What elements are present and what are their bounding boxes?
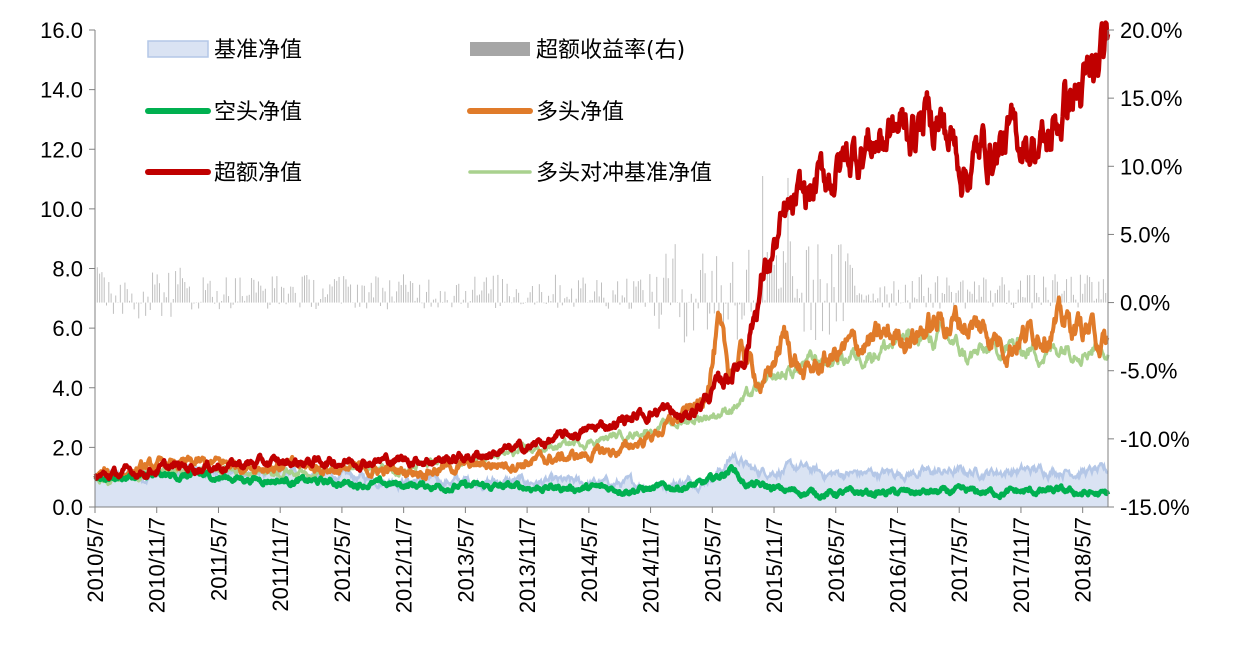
y-right-tick-label: -10.0% <box>1120 427 1190 452</box>
y-left-tick-label: 0.0 <box>52 495 83 520</box>
x-tick-label: 2012/11/7 <box>392 517 417 613</box>
y-right-tick-label: 15.0% <box>1120 86 1182 111</box>
x-tick-label: 2017/5/7 <box>947 517 972 603</box>
y-right-tick-label: 0.0% <box>1120 291 1170 316</box>
excess-line <box>93 20 1111 482</box>
x-tick-label: 2010/5/7 <box>83 517 108 603</box>
excess-return-bars <box>94 176 1109 343</box>
series-lines <box>93 20 1111 501</box>
y-left-tick-label: 14.0 <box>40 78 83 103</box>
x-tick-label: 2014/11/7 <box>639 517 664 613</box>
legend-label-long: 多头净值 <box>536 100 624 125</box>
x-tick-label: 2013/5/7 <box>453 517 478 603</box>
short-line <box>93 463 1111 501</box>
x-tick-label: 2018/5/7 <box>1071 517 1096 603</box>
legend-label-benchmark: 基准净值 <box>214 38 302 63</box>
x-tick-label: 2016/5/7 <box>824 517 849 603</box>
x-tick-label: 2017/11/7 <box>1009 517 1034 613</box>
x-tick-label: 2014/5/7 <box>577 517 602 603</box>
y-left-tick-label: 8.0 <box>52 257 83 282</box>
y-left-tick-label: 10.0 <box>40 197 83 222</box>
y-left-tick-label: 2.0 <box>52 435 83 460</box>
y-left-tick-label: 12.0 <box>40 137 83 162</box>
legend-label-long_hedged: 多头对冲基准净值 <box>536 161 712 186</box>
x-tick-label: 2012/5/7 <box>330 517 355 603</box>
y-left-tick-label: 4.0 <box>52 376 83 401</box>
y-right-tick-label: 5.0% <box>1120 222 1170 247</box>
legend-swatch-benchmark <box>147 40 209 58</box>
legend-label-excess_return: 超额收益率(右) <box>536 38 685 63</box>
y-right-tick-label: 10.0% <box>1120 154 1182 179</box>
x-tick-label: 2016/11/7 <box>885 517 910 613</box>
legend-label-short: 空头净值 <box>214 100 302 125</box>
y-right-tick-label: -5.0% <box>1120 359 1177 384</box>
y-right-tick-label: -15.0% <box>1120 495 1190 520</box>
legend-swatch-excess_return <box>470 42 530 56</box>
legend-label-excess: 超额净值 <box>214 161 302 186</box>
x-tick-label: 2011/5/7 <box>206 517 231 601</box>
benchmark-line <box>93 450 1109 495</box>
y-left-tick-label: 16.0 <box>40 18 83 43</box>
y-right-tick-label: 20.0% <box>1120 18 1182 43</box>
y-left-tick-label: 6.0 <box>52 316 83 341</box>
axes: 0.0 2.0 4.0 6.0 8.0 10.0 12.0 14.0 16.0 -15.0% -10… <box>40 18 1190 613</box>
long-line <box>93 295 1110 482</box>
x-tick-label: 2013/11/7 <box>515 517 540 613</box>
x-tick-label: 2015/11/7 <box>762 517 787 613</box>
x-tick-label: 2011/11/7 <box>268 517 293 612</box>
x-tick-label: 2015/5/7 <box>700 517 725 603</box>
x-tick-label: 2010/11/7 <box>145 517 170 613</box>
